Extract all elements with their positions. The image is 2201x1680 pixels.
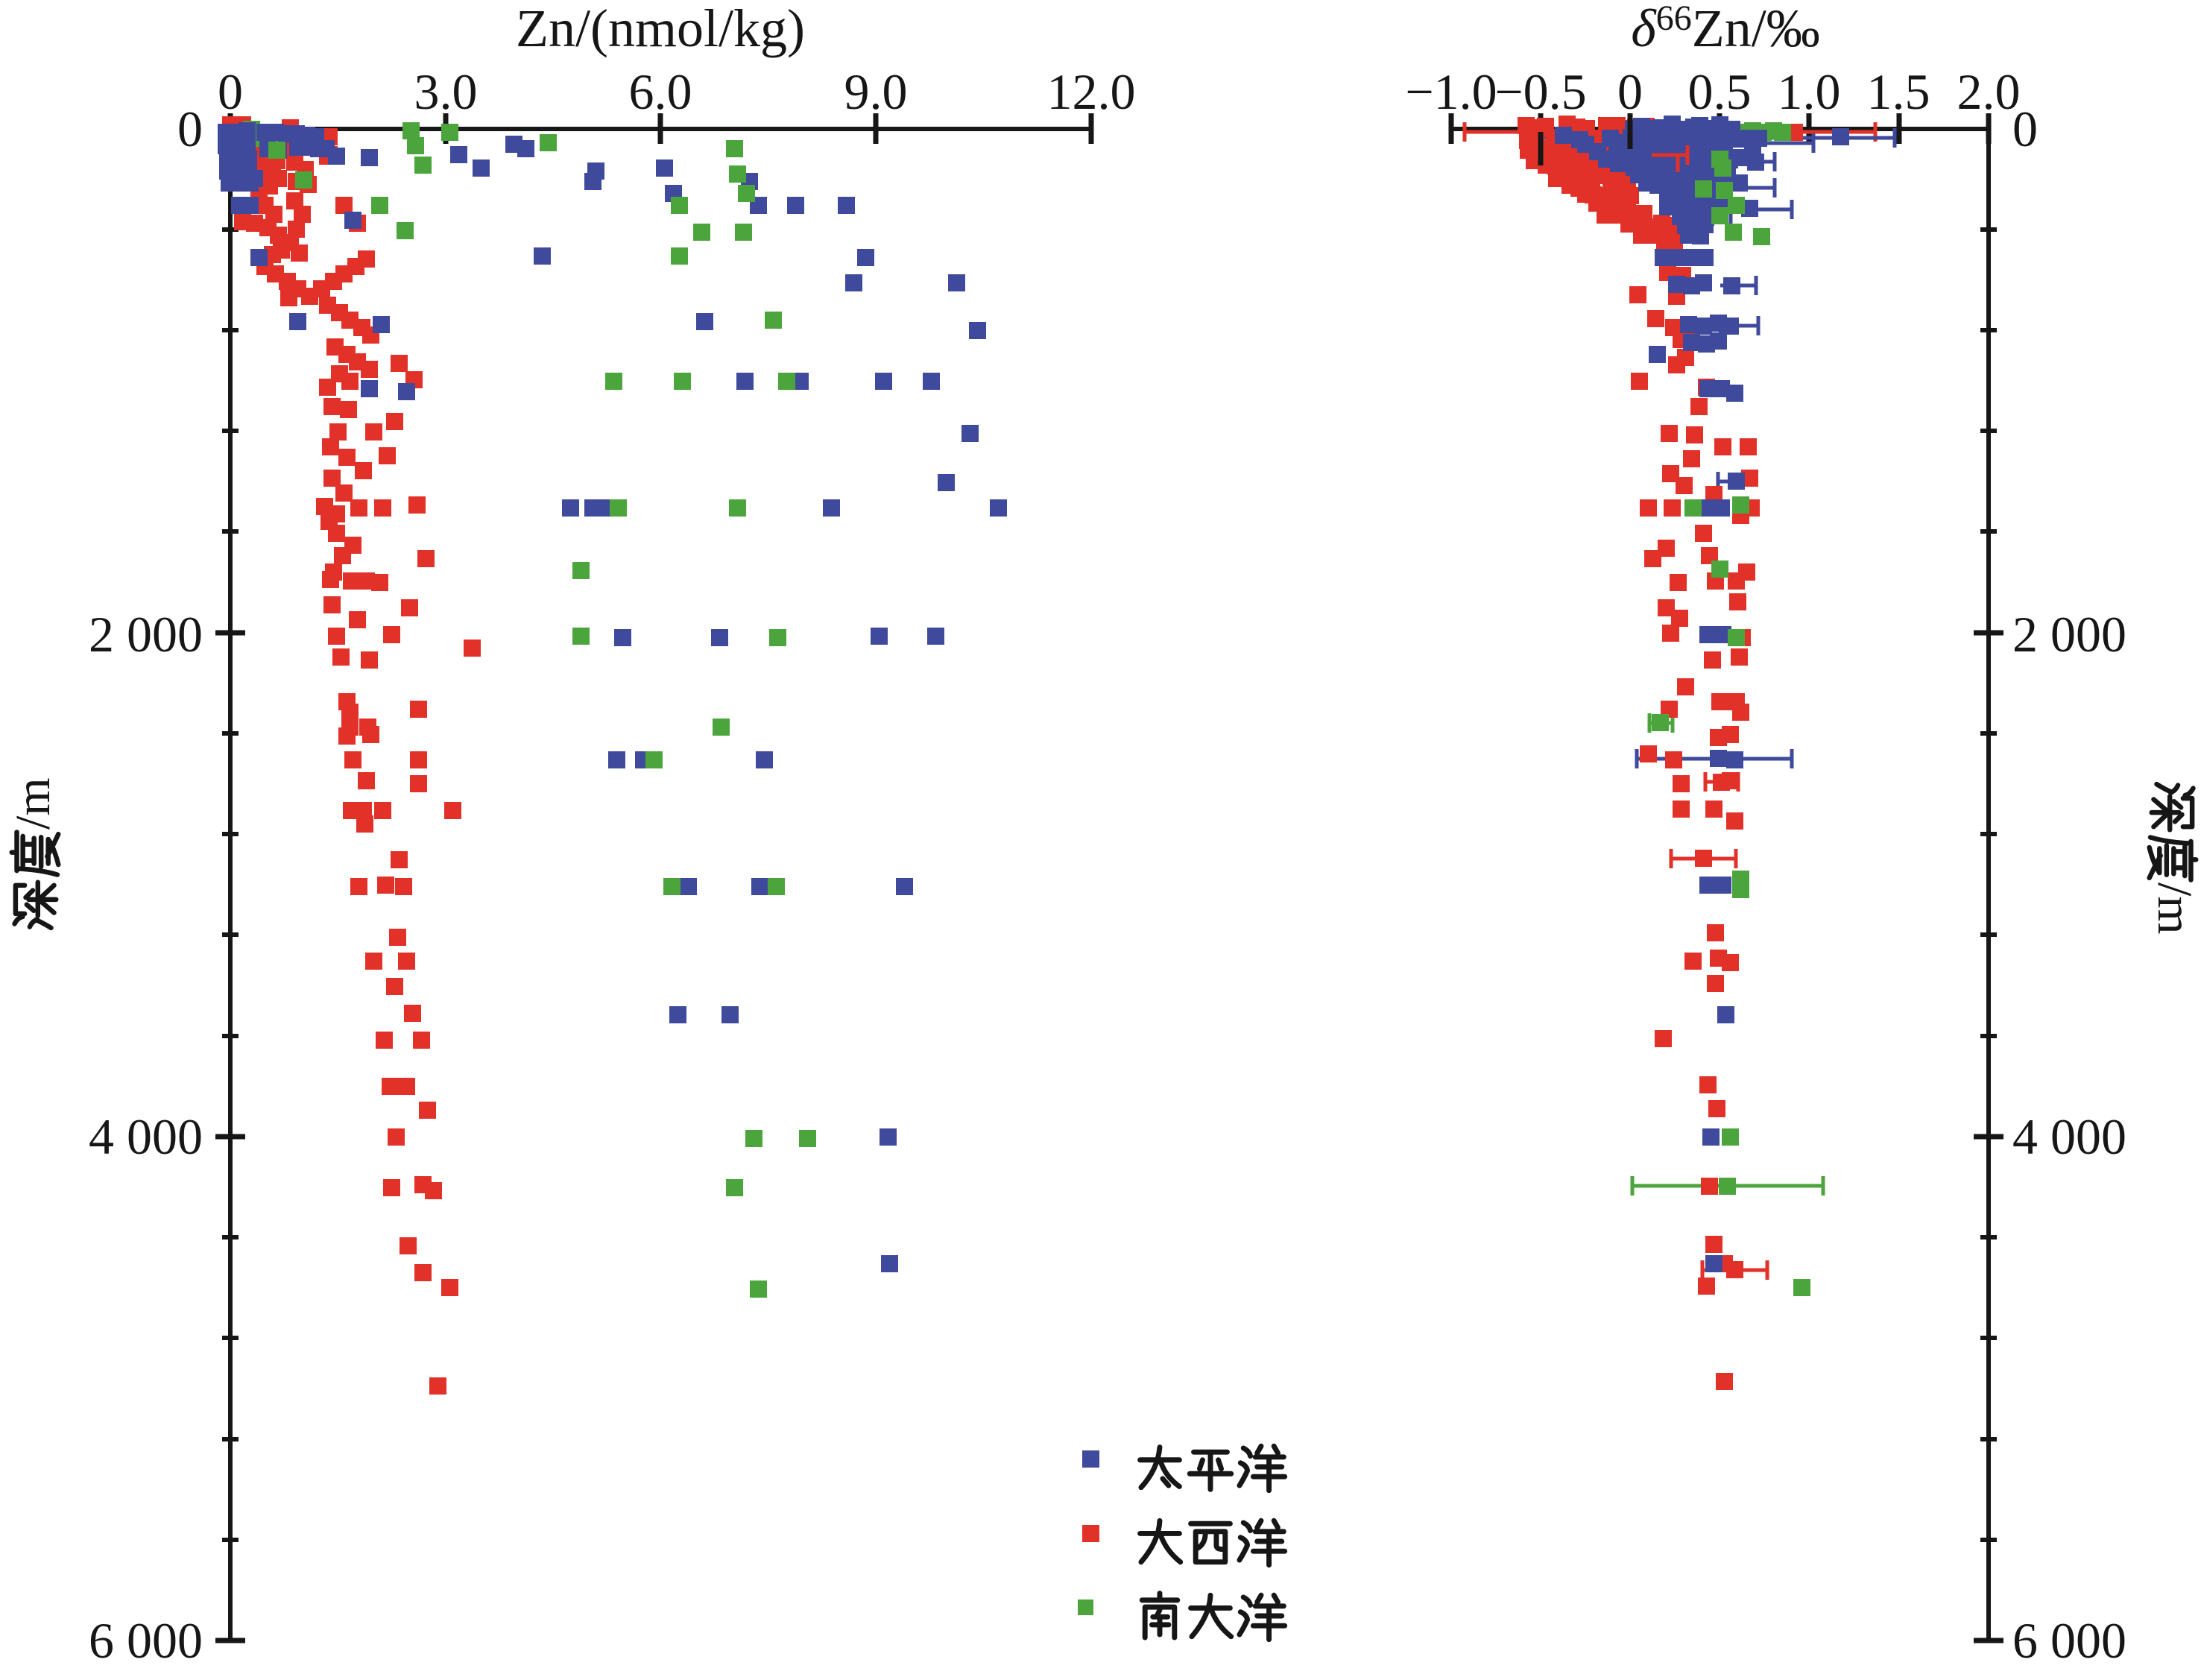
svg-text:3.0: 3.0 <box>414 63 478 120</box>
svg-text:0: 0 <box>1617 63 1643 120</box>
svg-text:1.5: 1.5 <box>1867 63 1930 120</box>
svg-text:4 000: 4 000 <box>89 1108 203 1165</box>
svg-text:Zn/(nmol/kg): Zn/(nmol/kg) <box>516 0 805 58</box>
svg-text:1.0: 1.0 <box>1778 63 1841 120</box>
svg-text:9.0: 9.0 <box>844 63 908 120</box>
svg-text:0: 0 <box>2012 101 2038 157</box>
svg-text:/m: /m <box>2147 882 2201 935</box>
svg-text:12.0: 12.0 <box>1047 63 1136 120</box>
svg-text:2.0: 2.0 <box>1957 63 2021 120</box>
svg-text:6 000: 6 000 <box>89 1612 203 1669</box>
svg-text:4 000: 4 000 <box>2012 1108 2126 1165</box>
svg-text:0: 0 <box>218 63 243 120</box>
svg-text:6 000: 6 000 <box>2012 1612 2126 1669</box>
svg-text:2 000: 2 000 <box>89 606 203 663</box>
svg-text:δ66Zn/‰: δ66Zn/‰ <box>1631 0 1819 58</box>
svg-text:−1.0: −1.0 <box>1405 63 1497 120</box>
svg-text:2 000: 2 000 <box>2012 606 2126 663</box>
svg-text:0: 0 <box>177 101 203 157</box>
svg-text:−0.5: −0.5 <box>1494 63 1586 120</box>
svg-text:6.0: 6.0 <box>629 63 692 120</box>
svg-text:/m: /m <box>6 777 60 830</box>
svg-text:0.5: 0.5 <box>1688 63 1752 120</box>
